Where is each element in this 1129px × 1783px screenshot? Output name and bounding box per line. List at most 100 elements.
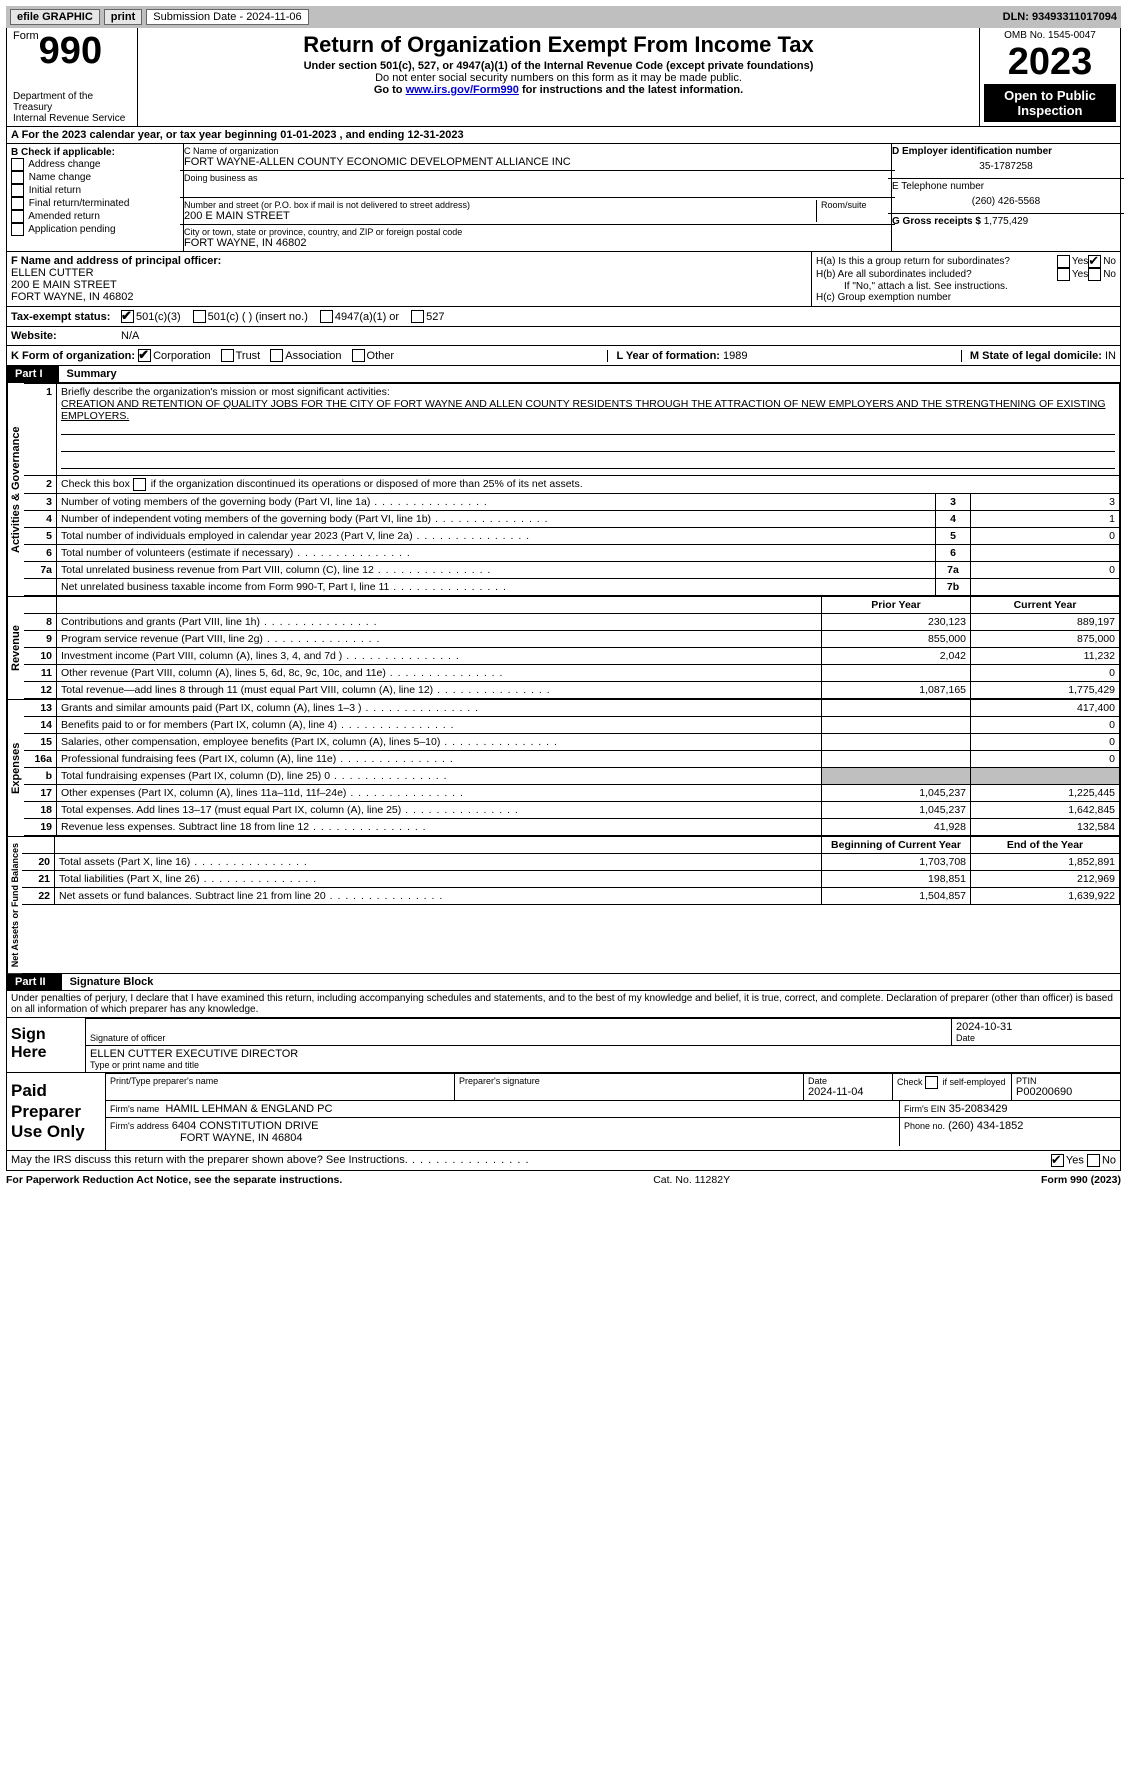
tax-year: 2023 bbox=[984, 41, 1116, 84]
other-checkbox[interactable] bbox=[352, 349, 365, 362]
efile-button[interactable]: efile GRAPHIC bbox=[10, 9, 100, 25]
hb-label: H(b) Are all subordinates included? bbox=[816, 269, 1057, 280]
phone-value: (260) 426-5568 bbox=[892, 192, 1120, 211]
col-b-title: B Check if applicable: bbox=[11, 147, 179, 158]
sign-date: 2024-10-31 bbox=[956, 1021, 1116, 1033]
org-name: FORT WAYNE-ALLEN COUNTY ECONOMIC DEVELOP… bbox=[184, 156, 891, 168]
ha-label: H(a) Is this a group return for subordin… bbox=[816, 256, 1057, 267]
colb-checkbox[interactable] bbox=[11, 171, 24, 184]
discontinued-checkbox[interactable] bbox=[133, 478, 146, 491]
irs-link[interactable]: www.irs.gov/Form990 bbox=[406, 84, 519, 96]
officer-street: 200 E MAIN STREET bbox=[11, 279, 807, 291]
website-row: Website: N/A bbox=[6, 327, 1121, 346]
dept-treasury: Department of the Treasury bbox=[13, 91, 131, 113]
officer-name: ELLEN CUTTER bbox=[11, 267, 807, 279]
trust-checkbox[interactable] bbox=[221, 349, 234, 362]
501c3-checkbox[interactable] bbox=[121, 310, 134, 323]
hc-label: H(c) Group exemption number bbox=[816, 292, 1116, 303]
part1-header: Part I Summary bbox=[6, 366, 1121, 383]
street-label: Number and street (or P.O. box if mail i… bbox=[184, 200, 812, 210]
website-value: N/A bbox=[121, 330, 139, 342]
irs-label: Internal Revenue Service bbox=[13, 113, 131, 124]
footer-center: Cat. No. 11282Y bbox=[653, 1174, 730, 1186]
side-na: Net Assets or Fund Balances bbox=[7, 837, 22, 973]
self-emp-checkbox[interactable] bbox=[925, 1076, 938, 1089]
footer-left: For Paperwork Reduction Act Notice, see … bbox=[6, 1174, 342, 1186]
street-value: 200 E MAIN STREET bbox=[184, 210, 812, 222]
side-rev: Revenue bbox=[7, 597, 24, 699]
officer-name-title: ELLEN CUTTER EXECUTIVE DIRECTOR bbox=[90, 1048, 1116, 1060]
page-footer: For Paperwork Reduction Act Notice, see … bbox=[6, 1171, 1121, 1189]
dln: DLN: 93493311017094 bbox=[1003, 11, 1117, 23]
form-title: Return of Organization Exempt From Incom… bbox=[144, 32, 973, 58]
colb-checkbox[interactable] bbox=[11, 210, 24, 223]
501c-checkbox[interactable] bbox=[193, 310, 206, 323]
omb-number: OMB No. 1545-0047 bbox=[984, 30, 1116, 41]
prep-sig-label: Preparer's signature bbox=[459, 1076, 799, 1086]
form-of-org-row: K Form of organization: Corporation Trus… bbox=[6, 346, 1121, 366]
gross-label: G Gross receipts $ bbox=[892, 216, 984, 227]
print-button[interactable]: print bbox=[104, 9, 142, 25]
ssn-warning: Do not enter social security numbers on … bbox=[144, 72, 973, 84]
l2-text: Check this box if the organization disco… bbox=[61, 478, 583, 490]
firm-addr2: FORT WAYNE, IN 46804 bbox=[110, 1132, 895, 1144]
side-ag: Activities & Governance bbox=[7, 383, 24, 596]
colb-checkbox[interactable] bbox=[11, 158, 24, 171]
sign-here-block: Sign Here Signature of officer 2024-10-3… bbox=[6, 1018, 1121, 1073]
discuss-text: May the IRS discuss this return with the… bbox=[11, 1154, 530, 1167]
firm-name: HAMIL LEHMAN & ENGLAND PC bbox=[165, 1103, 332, 1115]
mission-text: CREATION AND RETENTION OF QUALITY JOBS F… bbox=[61, 398, 1106, 422]
activities-governance: Activities & Governance 1 Briefly descri… bbox=[6, 383, 1121, 597]
submission-date: Submission Date - 2024-11-06 bbox=[146, 9, 308, 25]
colb-checkbox[interactable] bbox=[11, 223, 24, 236]
discuss-yes-checkbox[interactable] bbox=[1051, 1154, 1064, 1167]
prep-name-label: Print/Type preparer's name bbox=[110, 1076, 450, 1086]
officer-city: FORT WAYNE, IN 46802 bbox=[11, 291, 807, 303]
l1-label: Briefly describe the organization's miss… bbox=[61, 386, 390, 398]
ha-no-checkbox[interactable] bbox=[1088, 255, 1101, 268]
firm-phone: (260) 434-1852 bbox=[948, 1120, 1023, 1132]
officer-group-row: F Name and address of principal officer:… bbox=[6, 252, 1121, 307]
city-label: City or town, state or province, country… bbox=[184, 227, 891, 237]
declaration-text: Under penalties of perjury, I declare th… bbox=[6, 991, 1121, 1018]
k-label: K Form of organization: bbox=[11, 350, 135, 362]
paid-preparer-block: Paid Preparer Use Only Print/Type prepar… bbox=[6, 1073, 1121, 1151]
discuss-no-checkbox[interactable] bbox=[1087, 1154, 1100, 1167]
self-emp-label: Check if self-employed bbox=[897, 1077, 1006, 1087]
firm-ein: 35-2083429 bbox=[949, 1103, 1008, 1115]
hb-yes-checkbox[interactable] bbox=[1057, 268, 1070, 281]
goto-post: for instructions and the latest informat… bbox=[519, 84, 743, 96]
ein-label: D Employer identification number bbox=[892, 146, 1120, 157]
ha-yes-checkbox[interactable] bbox=[1057, 255, 1070, 268]
footer-right: Form 990 (2023) bbox=[1041, 1174, 1121, 1186]
state-domicile: IN bbox=[1105, 350, 1116, 362]
form-subtitle: Under section 501(c), 527, or 4947(a)(1)… bbox=[144, 60, 973, 72]
firm-addr1: 6404 CONSTITUTION DRIVE bbox=[172, 1120, 319, 1132]
hdr-curr: Current Year bbox=[971, 597, 1120, 614]
4947-checkbox[interactable] bbox=[320, 310, 333, 323]
form-number: 990 bbox=[39, 30, 102, 72]
corp-checkbox[interactable] bbox=[138, 349, 151, 362]
dba-label: Doing business as bbox=[184, 173, 891, 183]
side-exp: Expenses bbox=[7, 700, 24, 836]
colb-checkbox[interactable] bbox=[11, 197, 24, 210]
year-formation: 1989 bbox=[723, 350, 747, 362]
open-to-public: Open to Public Inspection bbox=[984, 84, 1116, 122]
hb-no-checkbox[interactable] bbox=[1088, 268, 1101, 281]
part2-header: Part II Signature Block bbox=[6, 974, 1121, 991]
assoc-checkbox[interactable] bbox=[270, 349, 283, 362]
name-label: C Name of organization bbox=[184, 146, 891, 156]
hdr-end: End of the Year bbox=[971, 837, 1120, 854]
527-checkbox[interactable] bbox=[411, 310, 424, 323]
part2-label: Part II bbox=[7, 974, 62, 990]
form-word: Form bbox=[13, 30, 39, 42]
part2-title: Signature Block bbox=[62, 974, 162, 990]
colb-checkbox[interactable] bbox=[11, 184, 24, 197]
ein-value: 35-1787258 bbox=[892, 157, 1120, 176]
city-value: FORT WAYNE, IN 46802 bbox=[184, 237, 891, 249]
discuss-row: May the IRS discuss this return with the… bbox=[6, 1151, 1121, 1171]
officer-label: F Name and address of principal officer: bbox=[11, 255, 807, 267]
netassets-section: Net Assets or Fund Balances Beginning of… bbox=[6, 837, 1121, 974]
form-header: Form990 Department of the Treasury Inter… bbox=[6, 28, 1121, 127]
exempt-label: Tax-exempt status: bbox=[11, 311, 121, 323]
